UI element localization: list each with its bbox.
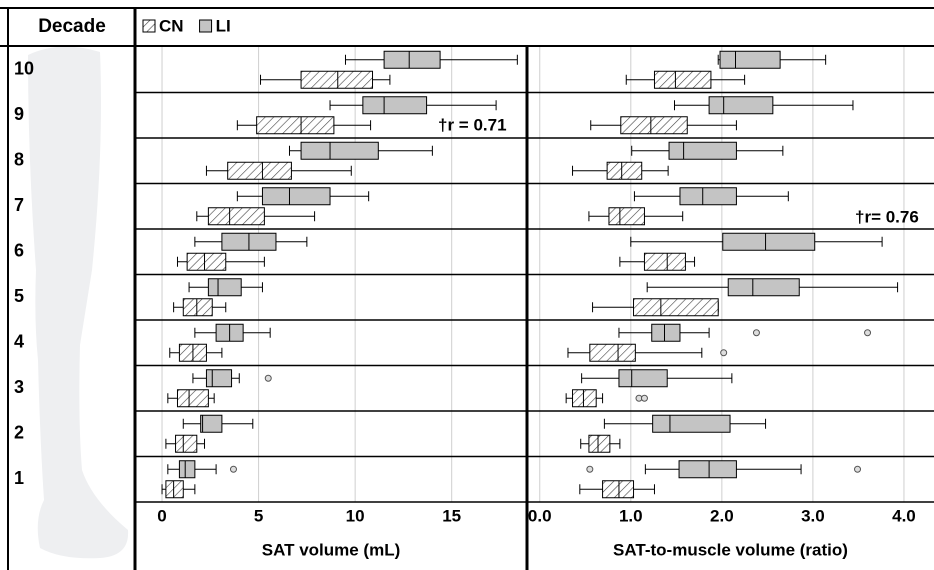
- legend-swatch: [142, 19, 156, 33]
- decade-label: 8: [14, 150, 24, 170]
- box: [362, 96, 428, 115]
- annotation: †r = 0.71: [438, 115, 507, 134]
- box: [618, 369, 668, 388]
- annotation: †r= 0.76: [855, 207, 919, 226]
- box: [176, 389, 209, 408]
- column-header: Decade: [38, 16, 106, 37]
- box: [200, 414, 223, 433]
- box: [256, 116, 335, 135]
- box: [207, 278, 242, 297]
- box: [678, 460, 737, 479]
- box: [300, 141, 379, 160]
- box: [300, 70, 374, 89]
- box: [633, 298, 719, 317]
- box: [653, 70, 712, 89]
- legend-label: CN: [159, 16, 184, 35]
- x-axis-label: SAT volume (mL): [262, 540, 401, 559]
- box: [572, 389, 597, 408]
- legend-label: LI: [216, 16, 231, 35]
- box: [652, 414, 731, 433]
- box: [165, 480, 184, 499]
- x-axis-label: SAT-to-muscle volume (ratio): [613, 540, 848, 559]
- box: [589, 343, 636, 362]
- box: [261, 187, 331, 206]
- box: [679, 187, 737, 206]
- decade-label: 9: [14, 104, 24, 124]
- box: [668, 141, 737, 160]
- box: [182, 298, 213, 317]
- box: [602, 480, 635, 499]
- outlier: [854, 465, 862, 473]
- x-tick-label: 0: [157, 506, 166, 525]
- box: [719, 50, 781, 69]
- x-tick-label: 5: [254, 506, 263, 525]
- decade-label: 3: [14, 377, 24, 397]
- outlier: [864, 329, 872, 337]
- box: [608, 207, 645, 226]
- decade-label: 4: [14, 332, 24, 352]
- x-tick-label: 3.0: [801, 506, 825, 525]
- box: [178, 460, 196, 479]
- x-tick-label: 15: [442, 506, 461, 525]
- decade-label: 1: [14, 468, 24, 488]
- box: [708, 96, 774, 115]
- x-tick-label: 10: [346, 506, 365, 525]
- box: [722, 232, 816, 251]
- legend-swatch: [199, 19, 213, 33]
- box: [227, 161, 292, 180]
- decade-label: 5: [14, 286, 24, 306]
- box: [207, 207, 265, 226]
- box: [643, 252, 686, 271]
- x-tick-label: 1.0: [619, 506, 643, 525]
- outlier: [640, 394, 648, 402]
- box: [383, 50, 441, 69]
- box: [588, 434, 611, 453]
- box: [175, 434, 198, 453]
- leg-illustration: [28, 46, 129, 559]
- x-tick-label: 0.0: [528, 506, 552, 525]
- box: [606, 161, 643, 180]
- box: [727, 278, 800, 297]
- box: [620, 116, 688, 135]
- box: [205, 369, 233, 388]
- x-tick-label: 2.0: [710, 506, 734, 525]
- outlier: [720, 349, 728, 357]
- decade-label: 6: [14, 241, 24, 261]
- outlier: [229, 465, 237, 473]
- decade-label: 2: [14, 423, 24, 443]
- x-tick-label: 4.0: [892, 506, 916, 525]
- box: [651, 323, 681, 342]
- outlier: [752, 329, 760, 337]
- decade-label: 7: [14, 195, 24, 215]
- decade-label: 10: [14, 59, 34, 79]
- outlier: [586, 465, 594, 473]
- outlier: [264, 374, 272, 382]
- box: [186, 252, 227, 271]
